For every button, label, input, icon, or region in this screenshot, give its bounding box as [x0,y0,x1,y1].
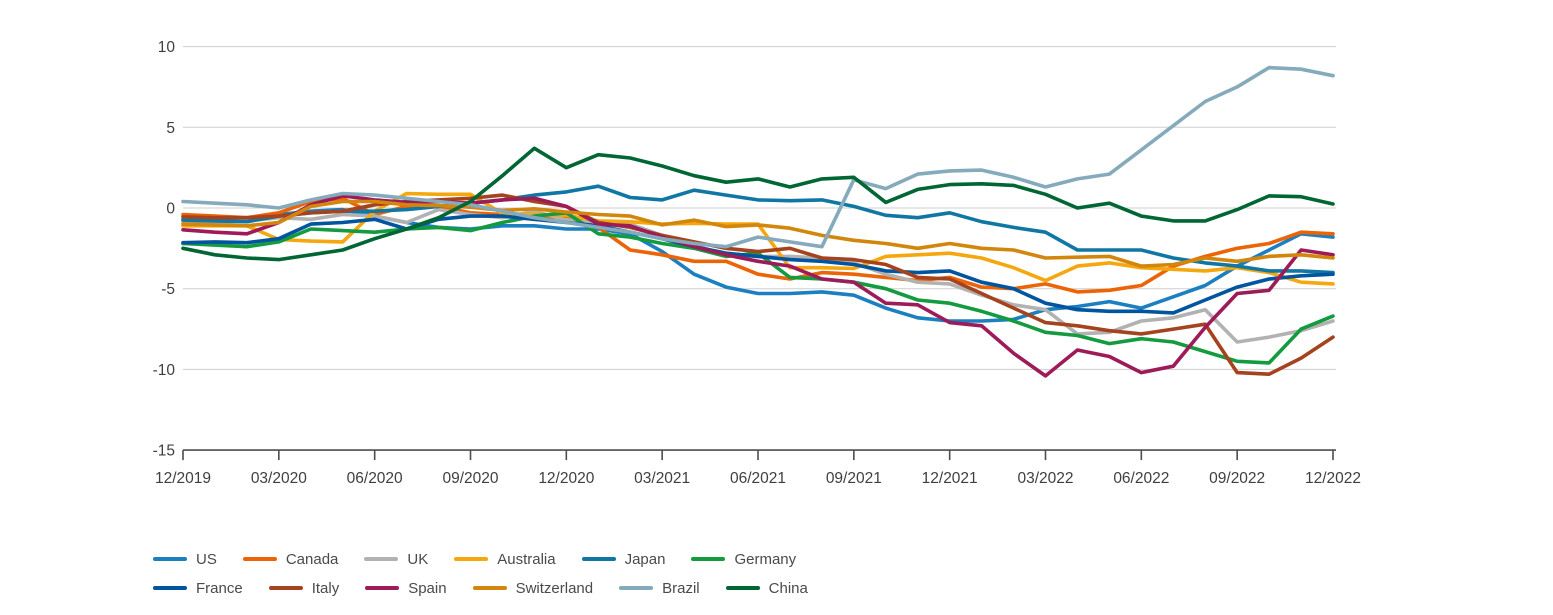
legend-label: Spain [408,579,447,597]
legend-label: US [196,550,217,568]
legend-label: Canada [285,550,339,568]
legend-label: Japan [624,550,666,568]
y-tick-label: 0 [166,201,175,218]
series-line-switzerland [181,199,1335,268]
x-tick-label: 09/2020 [442,470,498,487]
x-tick-label: 09/2022 [1209,470,1265,487]
legend-swatch-icon [725,586,760,590]
legend-item-brazil: Brazil [619,580,700,597]
series-line-japan [181,184,1335,275]
x-tick-label: 03/2021 [634,470,690,487]
y-tick-label: -10 [153,362,176,379]
legend-row: France Italy Spain Switzerland Brazil China [153,577,808,599]
legend-swatch-icon [365,586,400,590]
y-tick-label: 10 [158,39,176,56]
legend-label: UK [407,550,429,568]
legend-label: Italy [311,579,340,597]
legend-swatch-icon [268,586,303,590]
legend-item-germany: Germany [691,551,796,568]
legend-label: Germany [734,550,797,568]
series-line-brazil [181,65,1335,249]
x-tick-label: 03/2020 [251,470,307,487]
legend-swatch-icon [691,557,726,561]
legend-swatch-icon [619,586,654,590]
series-line-france [181,214,1335,315]
legend-swatch-icon [153,586,187,590]
x-tick-label: 12/2021 [922,470,978,487]
y-tick-label: -5 [161,281,175,298]
x-tick-label: 09/2021 [826,470,882,487]
series-line-italy [181,193,1335,377]
legend-swatch-icon [581,557,616,561]
legend-item-switzerland: Switzerland [472,579,594,597]
x-tick-label: 12/2022 [1305,470,1361,487]
y-tick-label: 5 [166,120,175,137]
legend-swatch-icon [454,557,489,561]
legend-label: France [196,579,243,597]
legend-item-canada: Canada [242,550,339,568]
legend-swatch-icon [472,586,507,590]
legend-row: US Canada UK Australia Japan Germany [153,548,808,570]
chart-legend: US Canada UK Australia Japan Germany France Ita… [153,548,808,606]
series-line-china [181,146,1335,262]
legend-swatch-icon [153,557,187,561]
legend-label: Switzerland [515,579,594,597]
legend-label: Australia [497,550,556,568]
legend-item-italy: Italy [268,579,340,597]
legend-item-us: US [153,551,217,568]
y-tick-label: -15 [153,443,175,460]
legend-label: Brazil [662,579,700,597]
legend-item-spain: Spain [365,579,447,597]
x-tick-label: 03/2022 [1017,470,1073,487]
x-tick-label: 06/2022 [1113,470,1169,487]
legend-item-france: France [153,580,243,597]
legend-swatch-icon [364,557,399,561]
legend-item-uk: UK [364,551,428,568]
x-tick-label: 12/2020 [538,470,594,487]
x-tick-label: 06/2020 [347,470,403,487]
legend-swatch-icon [242,557,277,561]
legend-item-japan: Japan [581,550,666,568]
legend-item-china: China [725,579,808,597]
legend-label: China [768,579,808,597]
legend-item-australia: Australia [454,550,556,568]
x-tick-label: 06/2021 [730,470,786,487]
x-tick-label: 12/2019 [155,470,211,487]
